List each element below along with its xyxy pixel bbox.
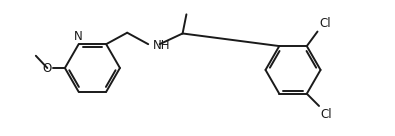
Text: N: N [74, 30, 83, 43]
Text: O: O [43, 61, 52, 75]
Text: Cl: Cl [321, 108, 332, 121]
Text: NH: NH [153, 39, 170, 52]
Text: Cl: Cl [319, 17, 331, 30]
